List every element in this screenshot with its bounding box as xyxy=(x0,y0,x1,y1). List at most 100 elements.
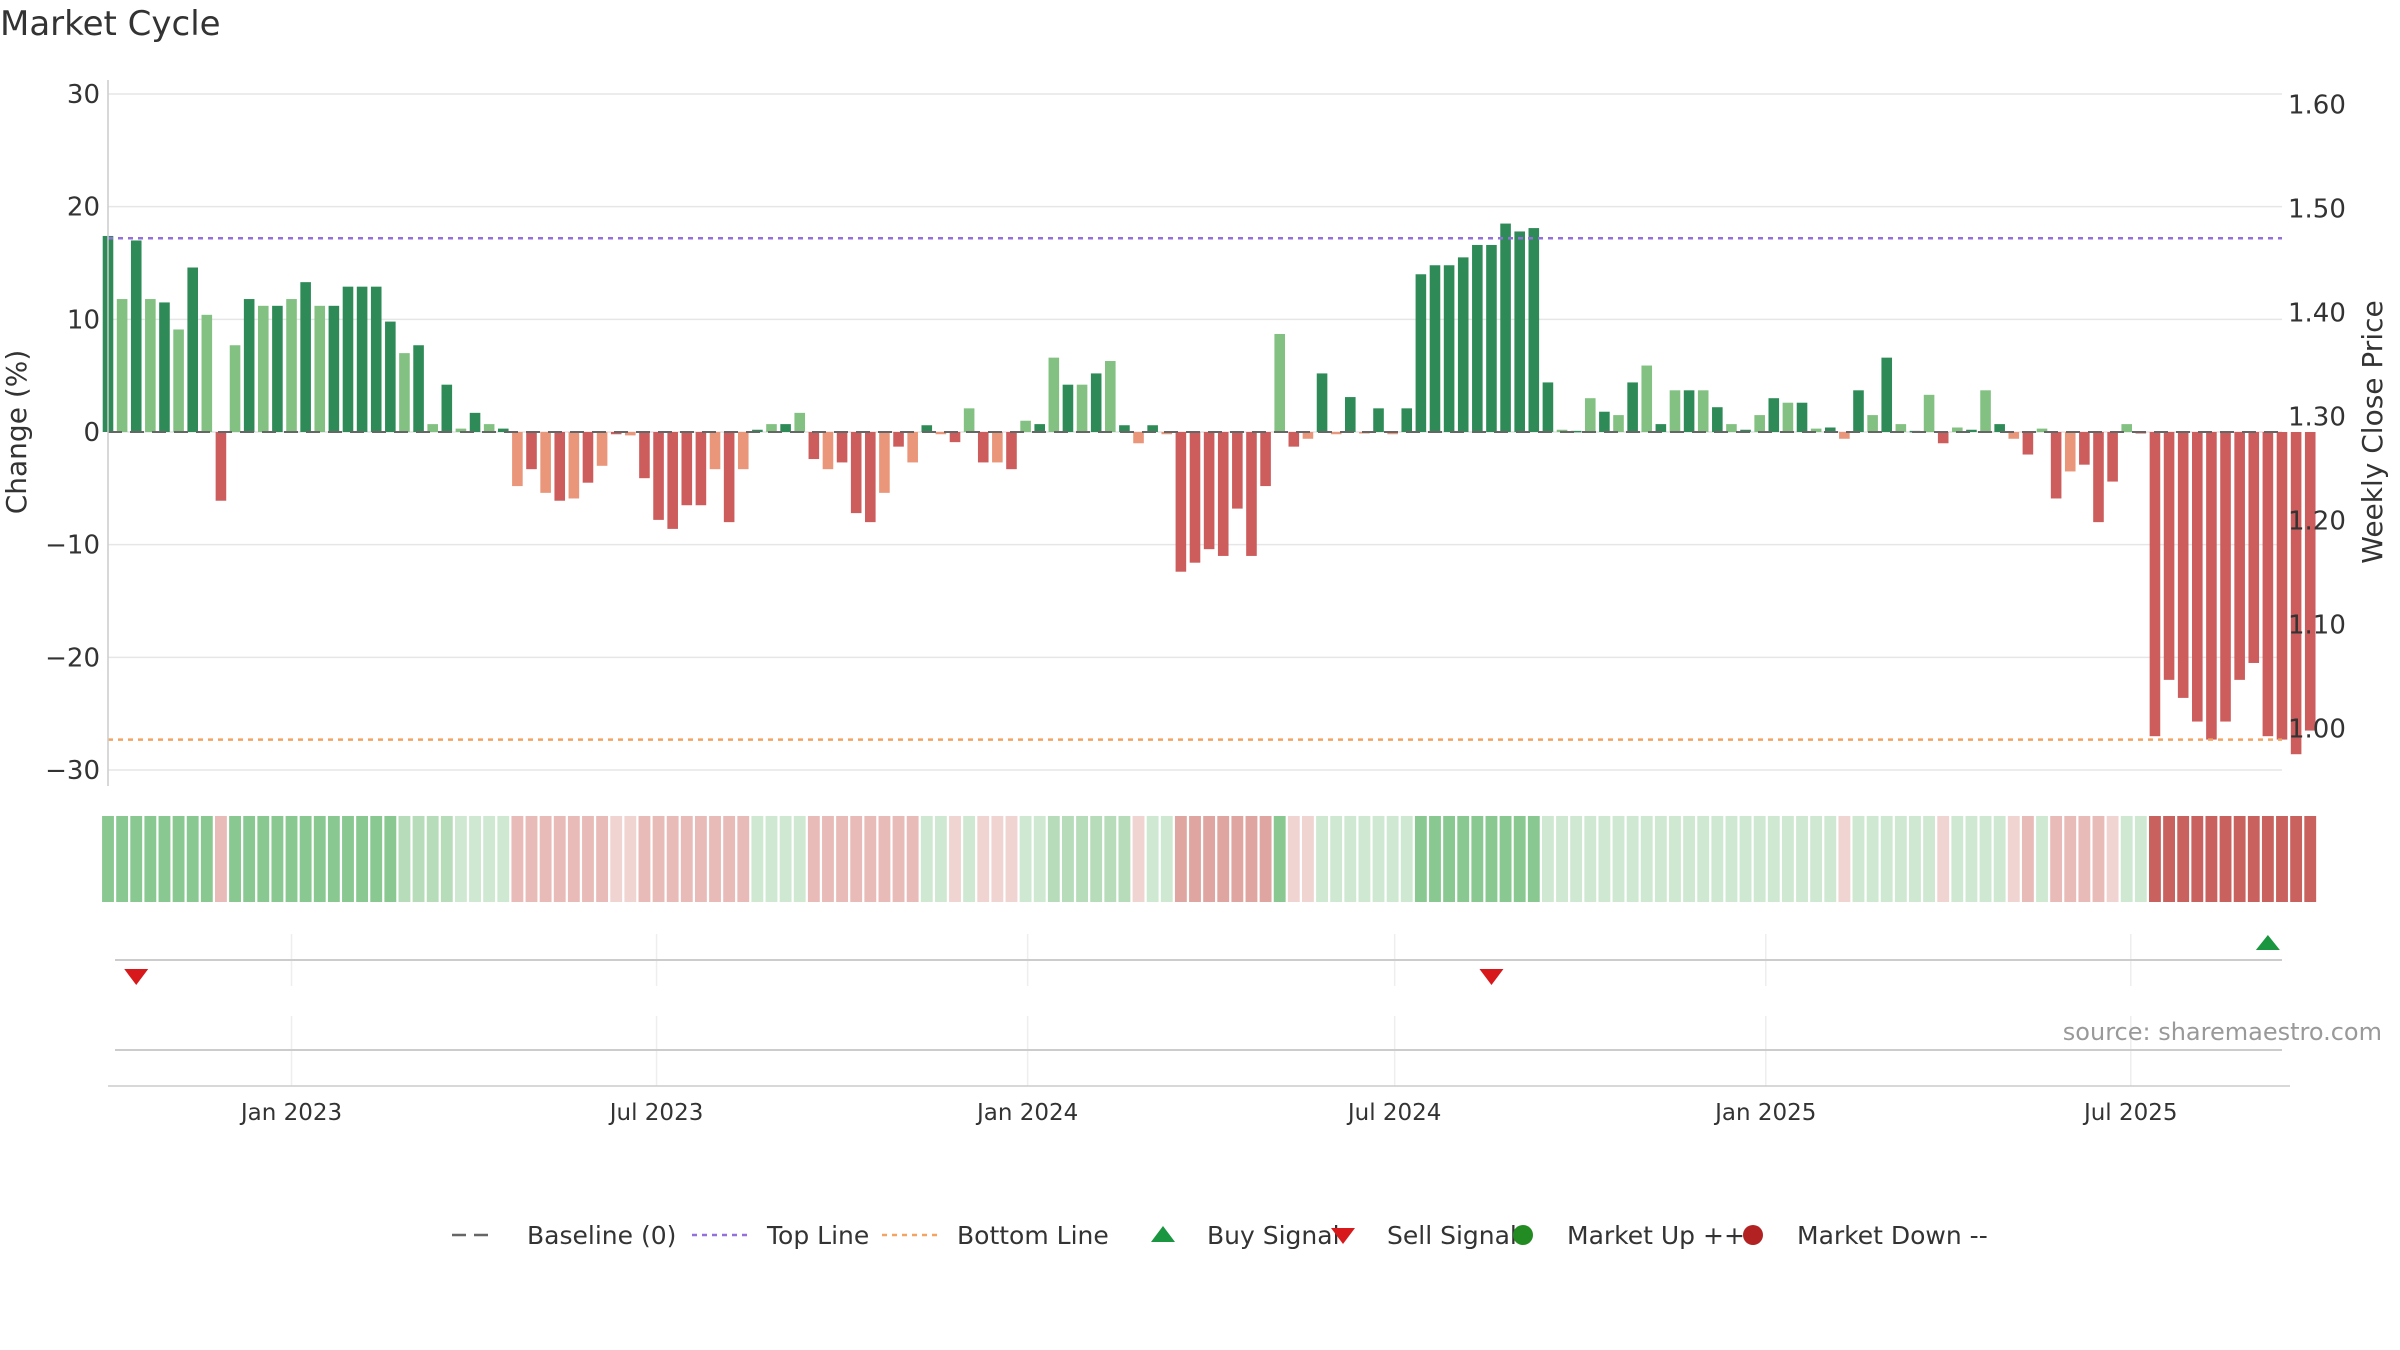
change-bar xyxy=(808,432,820,460)
change-bar xyxy=(780,424,791,432)
change-bar xyxy=(1895,424,1907,432)
change-bar xyxy=(526,432,537,470)
change-bar xyxy=(399,353,410,432)
cycle-strip-cell xyxy=(1923,816,1936,902)
cycle-strip-cell xyxy=(1824,816,1837,902)
change-bar xyxy=(1627,382,1638,432)
change-bar xyxy=(370,286,382,432)
cycle-strip-cell xyxy=(186,816,199,902)
change-bar xyxy=(1062,384,1074,432)
change-bar xyxy=(342,286,354,432)
cycle-strip-cell xyxy=(1499,816,1512,902)
cycle-strip-cell xyxy=(327,816,340,902)
cycle-strip-cell xyxy=(793,816,806,902)
cycle-strip-cell xyxy=(1753,816,1766,902)
change-bar xyxy=(2276,432,2288,740)
change-bar xyxy=(2248,432,2260,663)
cycle-strip-cell xyxy=(949,816,961,902)
cycle-strip-cell xyxy=(1273,816,1286,902)
x-axis: Jan 2023 Jul 2023 Jan 2024 Jul 2024 Jan 2025… xyxy=(108,1085,2290,1126)
change-bar xyxy=(667,432,678,529)
y-tick-label: 10 xyxy=(67,305,100,335)
cycle-strip-cell xyxy=(934,816,947,902)
cycle-strip-cell xyxy=(1781,816,1794,902)
change-bar xyxy=(1006,432,1017,470)
cycle-strip-cell xyxy=(1245,816,1258,902)
cycle-strip-cell xyxy=(497,816,510,902)
cycle-strip-cell xyxy=(1979,816,1992,902)
cycle-strip-cell xyxy=(2304,816,2317,902)
cycle-strip-cell xyxy=(511,816,524,902)
change-bar xyxy=(752,429,763,432)
change-bar xyxy=(130,240,142,432)
change-bar xyxy=(1486,244,1497,432)
change-bar xyxy=(653,432,664,520)
change-bar xyxy=(1274,333,1285,432)
cycle-strip-cell xyxy=(652,816,665,902)
cycle-strip-cell xyxy=(1513,816,1526,902)
cycle-strip-cell xyxy=(412,816,425,902)
cycle-strip-cell xyxy=(1640,816,1653,902)
change-bar xyxy=(1937,432,1949,444)
cycle-strip-cell xyxy=(1118,816,1131,902)
change-bar xyxy=(2163,432,2175,680)
cycle-strip-cell xyxy=(469,816,481,902)
cycle-strip-cell xyxy=(553,816,566,902)
cycle-strip-cell xyxy=(1725,816,1738,902)
cycle-strip-cell xyxy=(2177,816,2190,902)
legend-label: Market Down -- xyxy=(1797,1221,1988,1250)
change-bar xyxy=(413,345,424,432)
reference-lines xyxy=(108,236,2282,741)
cycle-strip-cell xyxy=(130,816,143,902)
change-bar xyxy=(2206,432,2217,740)
cycle-strip-cell xyxy=(1005,816,1018,902)
change-bar xyxy=(314,305,326,432)
change-bar xyxy=(1048,357,1060,432)
change-bar xyxy=(469,412,481,432)
change-bar xyxy=(187,267,198,432)
legend-item-baseline: Baseline (0) xyxy=(452,1221,676,1250)
cycle-strip-cell xyxy=(102,816,114,902)
cycle-strip-cell xyxy=(1316,816,1328,902)
cycle-strip-cell xyxy=(158,816,171,902)
change-bar xyxy=(1147,425,1158,432)
change-bar xyxy=(1443,265,1455,432)
y2-tick-label: 1.20 xyxy=(2288,506,2346,536)
change-bar xyxy=(625,432,636,436)
cycle-strip-cell xyxy=(892,816,905,902)
cycle-strip-cell xyxy=(1231,816,1244,902)
legend-item-top: Top Line xyxy=(692,1221,869,1250)
change-bar xyxy=(1217,432,1229,556)
cycle-strip-cell xyxy=(342,816,354,902)
change-bar xyxy=(723,432,735,523)
change-bar xyxy=(1881,357,1893,432)
cycle-strip-cell xyxy=(1076,816,1088,902)
cycle-strip-cell xyxy=(229,816,241,902)
cycle-strip-cell xyxy=(723,816,736,902)
cycle-strip-cell xyxy=(963,816,976,902)
cycle-strip-cell xyxy=(1414,816,1427,902)
change-bar xyxy=(2304,432,2316,731)
y2-axis-label: Weekly Close Price xyxy=(2356,300,2389,563)
cycle-strip-cell xyxy=(1485,816,1498,902)
change-bar xyxy=(1076,384,1088,432)
cycle-strip-cell xyxy=(1132,816,1145,902)
change-bar xyxy=(1175,432,1187,572)
cycle-strip-cell xyxy=(1810,816,1823,902)
cycle-strip-cell xyxy=(257,816,270,902)
cycle-strip-cell xyxy=(1302,816,1314,902)
change-bar xyxy=(1119,425,1130,432)
cycle-strip-cell xyxy=(1471,816,1484,902)
cycle-strip-cell xyxy=(1711,816,1724,902)
cycle-strip-cell xyxy=(1612,816,1625,902)
y-tick-label: −20 xyxy=(45,643,100,673)
change-bar xyxy=(272,305,283,432)
cycle-strip-cell xyxy=(2233,816,2246,902)
change-bar xyxy=(1457,257,1469,432)
cycle-strip-cell xyxy=(1217,816,1230,902)
signal-track xyxy=(115,934,2282,1086)
cycle-strip-cell xyxy=(2036,816,2048,902)
change-bar xyxy=(1683,390,1695,432)
sell-signal-marker xyxy=(124,969,149,985)
